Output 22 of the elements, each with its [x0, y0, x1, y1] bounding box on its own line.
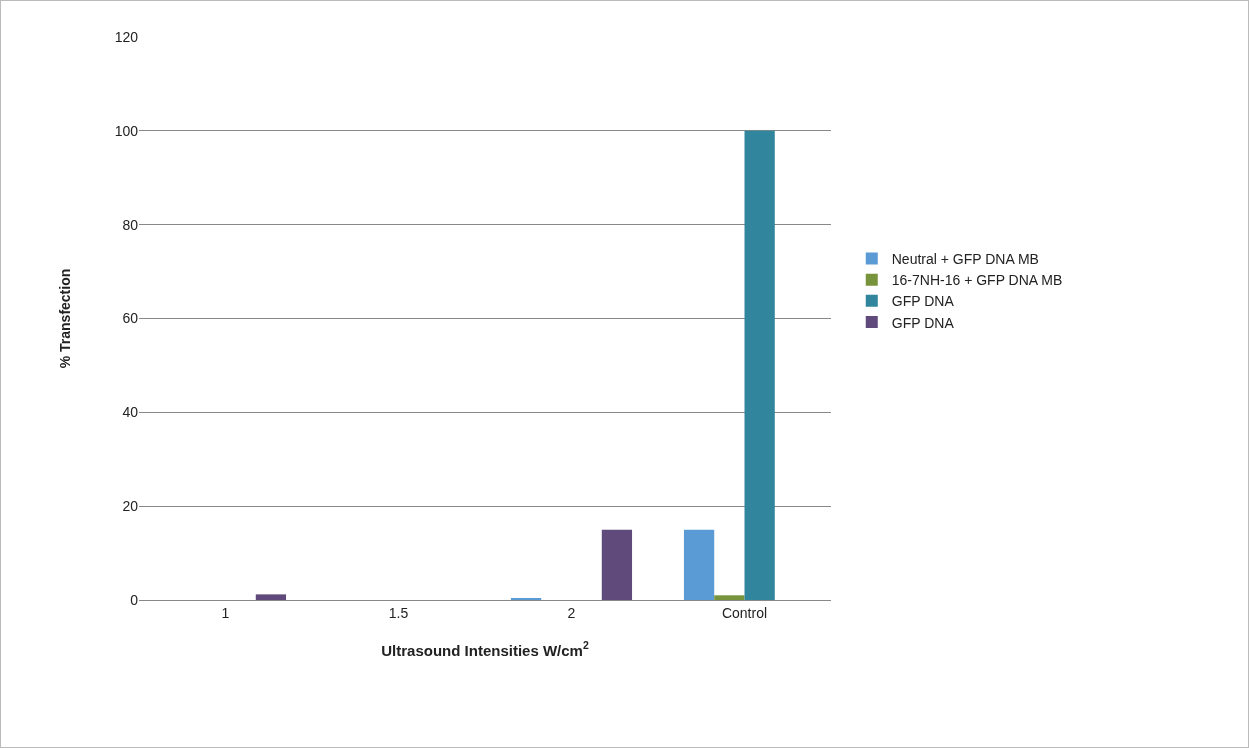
bar [255, 594, 287, 600]
y-tick-label: 80 [122, 216, 139, 233]
y-tick-label: 0 [130, 591, 139, 608]
x-tick-label: Control [721, 604, 768, 621]
y-tick-label: 120 [114, 28, 139, 45]
y-tick-label: 20 [122, 498, 139, 515]
bar [683, 529, 715, 600]
legend-label: GFP DNA [891, 314, 955, 331]
x-tick-label: 1.5 [388, 604, 409, 621]
legend-label: Neutral + GFP DNA MB [891, 250, 1039, 267]
legend-label: GFP DNA [891, 293, 955, 310]
y-tick-label: 60 [122, 310, 139, 327]
y-axis-title: % Transfection [57, 268, 74, 369]
y-tick-label: 40 [122, 404, 139, 421]
legend-label: 16-7NH-16 + GFP DNA MB [891, 272, 1063, 289]
x-tick-label: 1 [221, 604, 230, 621]
y-tick-label: 100 [114, 122, 139, 139]
bar [744, 130, 775, 600]
bar [714, 595, 745, 600]
x-tick-label: 2 [567, 604, 576, 621]
bar [601, 529, 633, 600]
x-axis-title: Ultrasound Intensities W/cm$^{2}$ [381, 639, 589, 659]
